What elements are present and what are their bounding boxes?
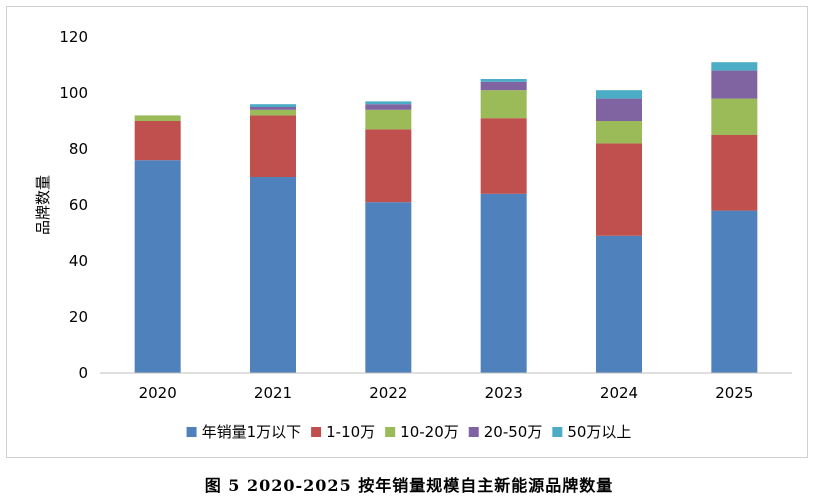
bar-segment-2024-series-4 xyxy=(596,98,642,121)
y-tick-label: 60 xyxy=(69,196,88,214)
legend-label: 20-50万 xyxy=(484,423,543,441)
x-tick-label: 2023 xyxy=(485,384,523,402)
y-tick-label: 80 xyxy=(69,140,88,158)
stacked-bar-chart: 0 20 40 60 80 100 120 2020 2021 2022 2023 2024 2025… xyxy=(34,28,792,441)
bar-segment-2020-series-3 xyxy=(134,115,181,121)
figure-caption: 图 5 2020-2025 按年销量规模自主新能源品牌数量 xyxy=(204,476,614,495)
legend-label: 10-20万 xyxy=(400,423,459,441)
y-tick-label: 40 xyxy=(69,252,88,270)
legend-swatch xyxy=(468,427,479,437)
bar-segment-2024-series-2 xyxy=(596,143,642,236)
bar-segment-2024-series-5 xyxy=(596,90,642,99)
y-tick-label: 20 xyxy=(69,308,88,326)
bar-segment-2022-series-2 xyxy=(365,129,412,203)
bar-segment-2022-series-5 xyxy=(365,101,412,105)
x-tick-label: 2022 xyxy=(369,384,407,402)
chart-frame xyxy=(6,6,808,458)
y-axis-ticks: 0 20 40 60 80 100 120 xyxy=(59,28,88,382)
legend-label: 50万以上 xyxy=(567,423,631,441)
bar-segment-2021-series-3 xyxy=(250,109,296,116)
bar-segment-2021-series-4 xyxy=(250,107,296,110)
bar-segment-2021-series-5 xyxy=(250,104,296,107)
bar-segment-2020-series-2 xyxy=(134,121,181,161)
y-tick-label: 120 xyxy=(59,28,88,46)
bar-segment-2023-series-2 xyxy=(480,118,527,194)
bar-segment-2025-series-1 xyxy=(711,210,758,373)
legend-label: 1-10万 xyxy=(326,423,375,441)
bar-segment-2022-series-4 xyxy=(365,104,412,110)
bar-segment-2024-series-1 xyxy=(596,235,642,373)
bar-segment-2023-series-4 xyxy=(480,81,527,91)
bar-segment-2023-series-3 xyxy=(480,90,527,119)
y-tick-label: 0 xyxy=(78,364,88,382)
legend-item: 1-10万 xyxy=(311,423,375,441)
x-tick-label: 2024 xyxy=(600,384,638,402)
bar-segment-2025-series-3 xyxy=(711,98,758,135)
bar-segment-2022-series-1 xyxy=(365,202,412,373)
bar-segment-2020-series-1 xyxy=(134,160,181,373)
bar-segment-2025-series-2 xyxy=(711,135,758,211)
y-tick-label: 100 xyxy=(59,84,88,102)
bar-segment-2025-series-5 xyxy=(711,62,758,71)
x-tick-label: 2021 xyxy=(254,384,292,402)
x-axis-ticks: 2020 2021 2022 2023 2024 2025 xyxy=(139,384,754,402)
legend-item: 年销量1万以下 xyxy=(186,423,302,441)
legend-item: 50万以上 xyxy=(552,423,631,441)
legend: 年销量1万以下 1-10万 10-20万 20-50万 50万以上 xyxy=(186,423,631,441)
legend-swatch xyxy=(552,427,563,437)
bars xyxy=(134,62,758,373)
y-axis-label: 品牌数量 xyxy=(34,175,52,235)
bar-segment-2021-series-1 xyxy=(250,177,296,373)
legend-swatch xyxy=(311,427,322,437)
legend-item: 10-20万 xyxy=(385,423,459,441)
legend-label: 年销量1万以下 xyxy=(202,423,302,441)
bar-segment-2023-series-5 xyxy=(480,79,527,82)
legend-swatch xyxy=(186,427,197,437)
bar-segment-2022-series-3 xyxy=(365,109,412,130)
x-tick-label: 2025 xyxy=(715,384,753,402)
bar-segment-2023-series-1 xyxy=(480,193,527,373)
bar-segment-2024-series-3 xyxy=(596,121,642,144)
legend-swatch xyxy=(385,427,396,437)
bar-segment-2025-series-4 xyxy=(711,70,758,99)
legend-item: 20-50万 xyxy=(468,423,543,441)
x-tick-label: 2020 xyxy=(139,384,177,402)
bar-segment-2021-series-2 xyxy=(250,115,296,177)
